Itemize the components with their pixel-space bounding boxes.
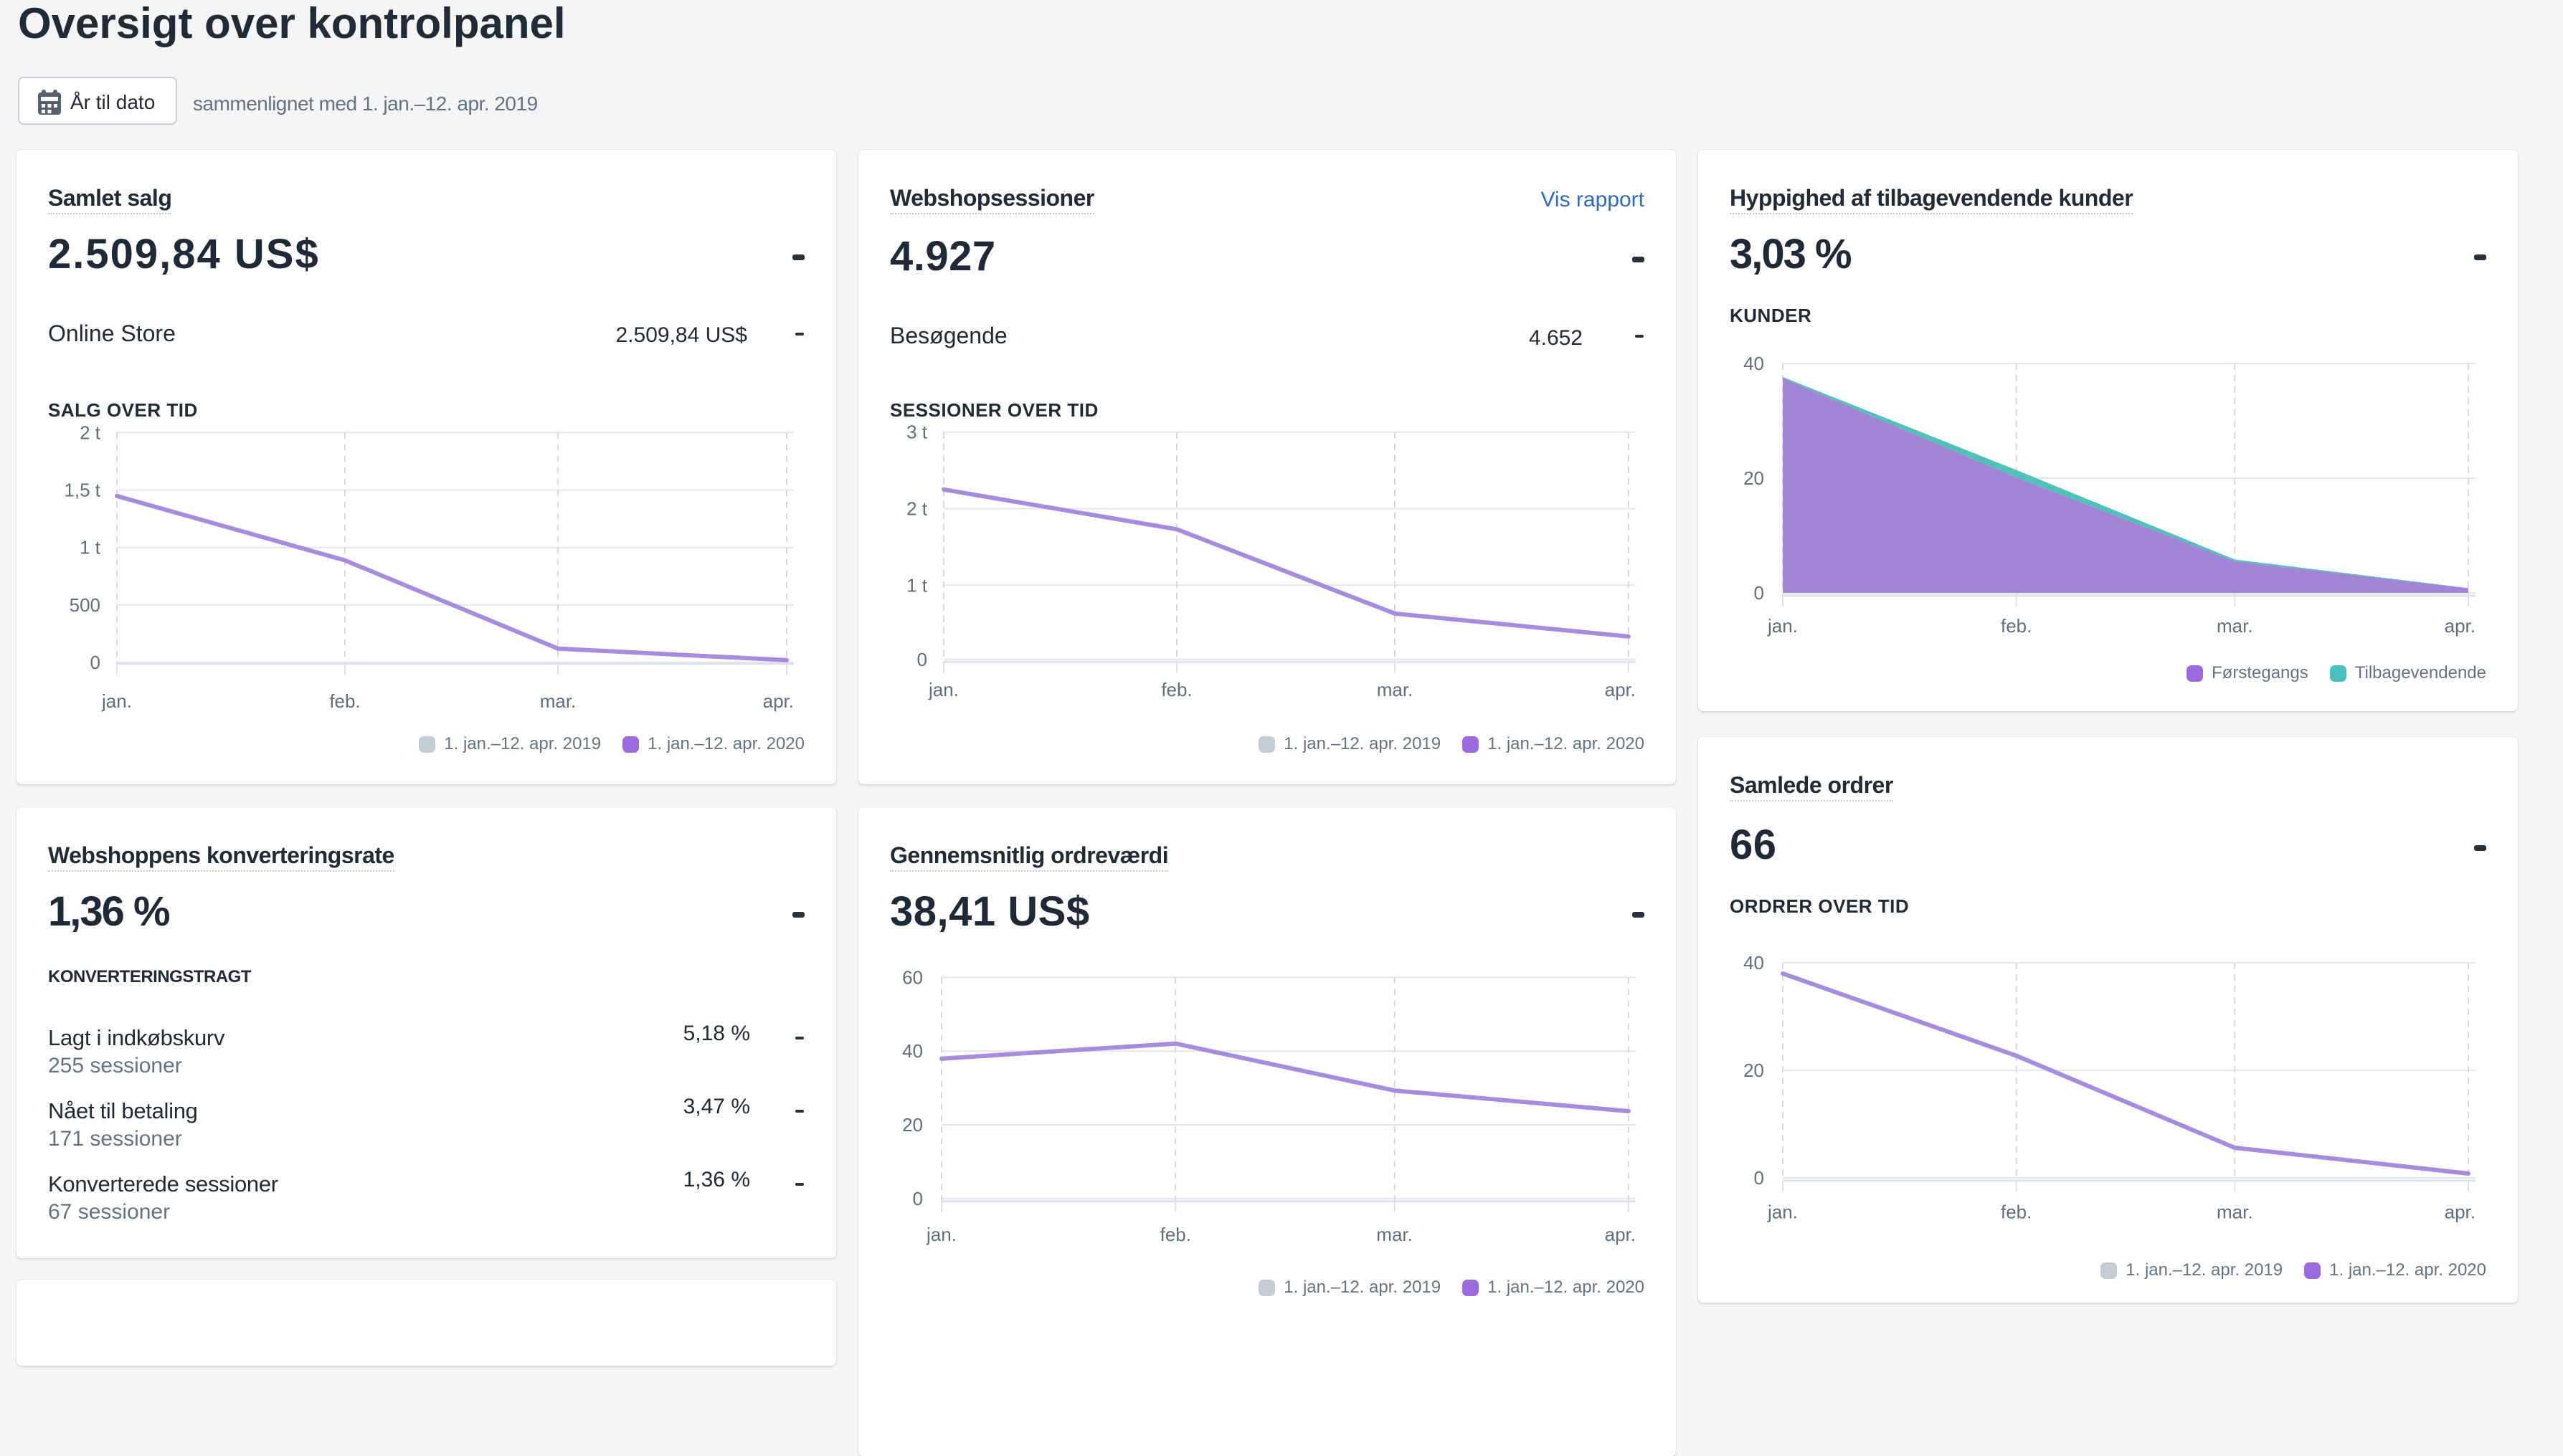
svg-text:2 t: 2 t	[906, 498, 928, 520]
svg-text:apr.: apr.	[1605, 1224, 1636, 1245]
svg-text:20: 20	[902, 1114, 923, 1136]
svg-text:jan.: jan.	[926, 1224, 957, 1245]
svg-text:0: 0	[90, 652, 100, 673]
svg-text:feb.: feb.	[1160, 1224, 1191, 1245]
svg-text:0: 0	[1754, 582, 1764, 604]
svg-text:jan.: jan.	[101, 690, 132, 712]
svg-text:jan.: jan.	[928, 679, 959, 700]
svg-text:1,5 t: 1,5 t	[64, 480, 100, 501]
svg-text:1 t: 1 t	[80, 537, 101, 558]
svg-text:40: 40	[1743, 353, 1764, 374]
svg-text:feb.: feb.	[1161, 679, 1192, 700]
svg-text:feb.: feb.	[2001, 1202, 2032, 1223]
svg-text:3 t: 3 t	[906, 422, 928, 443]
svg-text:60: 60	[902, 966, 923, 988]
svg-text:feb.: feb.	[2001, 615, 2032, 637]
svg-text:mar.: mar.	[2217, 615, 2253, 637]
svg-text:jan.: jan.	[1767, 1202, 1798, 1223]
svg-text:20: 20	[1743, 467, 1764, 489]
svg-text:2 t: 2 t	[80, 422, 101, 444]
svg-text:1 t: 1 t	[906, 574, 928, 596]
svg-text:0: 0	[913, 1188, 923, 1209]
svg-text:mar.: mar.	[1376, 1224, 1413, 1245]
svg-text:mar.: mar.	[2217, 1202, 2253, 1223]
svg-text:feb.: feb.	[329, 690, 360, 712]
svg-text:0: 0	[917, 649, 927, 670]
svg-text:apr.: apr.	[763, 690, 794, 712]
svg-text:apr.: apr.	[1605, 679, 1636, 700]
svg-text:500: 500	[70, 594, 100, 616]
svg-text:0: 0	[1754, 1167, 1764, 1189]
svg-text:apr.: apr.	[2445, 1202, 2476, 1223]
svg-text:40: 40	[902, 1040, 923, 1062]
svg-text:20: 20	[1743, 1060, 1764, 1081]
svg-text:mar.: mar.	[540, 690, 577, 712]
svg-text:jan.: jan.	[1767, 615, 1798, 637]
svg-text:40: 40	[1743, 952, 1764, 974]
svg-text:mar.: mar.	[1377, 679, 1413, 700]
svg-text:apr.: apr.	[2445, 615, 2476, 637]
